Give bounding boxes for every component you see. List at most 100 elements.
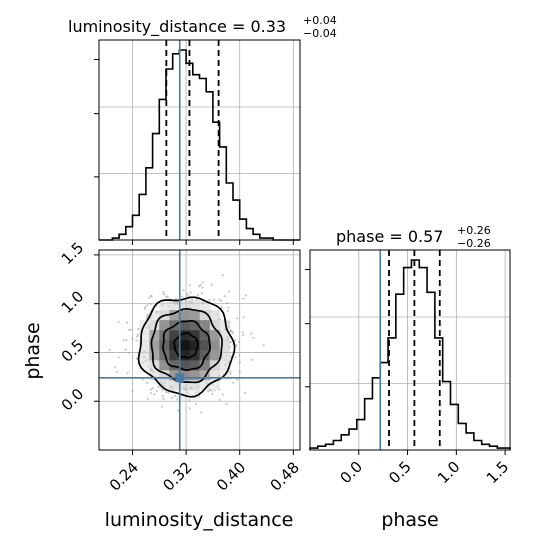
scatter-point [211,392,214,395]
scatter-point [233,339,236,342]
scatter-point [200,292,204,295]
density-cell [159,380,170,391]
scatter-point [162,291,165,294]
phase-title: phase = 0.57 [336,227,443,246]
density-cell [209,370,220,381]
scatter-point [177,409,180,412]
scatter-point [218,298,221,301]
scatter-point [189,291,192,294]
density-cell [219,330,230,341]
density-cell [199,360,210,371]
scatter-point [201,281,204,284]
scatter-point [227,306,230,309]
scatter-point [229,372,232,376]
density-cell [179,350,190,361]
xtick-label-0: 0.24 [106,458,142,494]
density-cell [149,340,160,351]
scatter-point [250,358,253,361]
density-cell [189,310,200,321]
scatter-point [135,339,138,342]
ytick-label-1: 0.5 [58,336,88,366]
density-cell [189,300,200,311]
density-cell [179,310,190,321]
panel-2d: 0.24 0.32 0.40 0.48 0.0 0.5 1.0 1.5 luminosity_… [22,239,303,531]
density-cell [209,320,220,331]
scatter-point [226,301,229,305]
scatter-point [196,293,199,297]
density-cell [179,380,190,391]
density-cell [219,340,230,351]
scatter-point [149,392,152,395]
density-cell [189,320,200,331]
density-cell [209,330,220,341]
density-cell [149,320,160,331]
density-cell [149,330,160,341]
scatter-point [162,293,165,296]
density-cell [139,350,150,361]
scatter-point [136,333,139,336]
scatter-point [220,299,223,302]
panel-phase-hist: phase = 0.57 +0.26 −0.26 0.0 0.5 1.0 1.5 ph… [305,224,512,531]
scatter-point [221,274,224,277]
density-cell [199,310,210,321]
scatter-point [167,392,170,395]
density-cell [139,340,150,351]
density-cell [199,340,210,351]
scatter-point [238,341,241,344]
scatter-point [146,304,149,307]
scatter-point [232,381,235,384]
xtick-label-3: 0.48 [267,458,303,494]
ytick-label-2: 1.0 [58,287,88,317]
density-cell [189,330,200,341]
scatter-point [124,348,127,351]
scatter-point [238,361,241,364]
scatter-point [220,306,223,309]
density-cell [219,350,230,361]
scatter-point [226,309,229,312]
density-cell [149,310,160,321]
phase-xtick-label-1: 0.5 [385,458,415,488]
lum-histogram [99,49,300,241]
lum-title-median: 0.33 [250,17,286,36]
scatter-point [188,284,192,287]
lum-title-upper: +0.04 [303,14,337,27]
scatter-point [108,348,111,351]
density-cell [179,320,190,331]
scatter-point [194,403,198,406]
scatter-point [200,411,203,414]
scatter-point [126,371,129,374]
scatter-point [122,339,125,342]
density-cell [219,360,230,371]
scatter-point [146,381,149,384]
density-cell [149,370,160,381]
scatter-point [117,356,120,359]
lum-title: luminosity_distance = 0.33 [68,17,286,37]
density-cell [139,330,150,341]
scatter-point [136,335,139,338]
scatter-point [210,283,213,286]
density-cell [199,370,210,381]
density-cell [169,310,180,321]
scatter-point [137,327,140,331]
density-cell [159,360,170,371]
density-cell [159,300,170,311]
y-axis-label: phase [22,322,44,379]
phase-title-lower: −0.26 [457,237,491,250]
density-cell [189,340,200,351]
density-cell [199,300,210,311]
scatter-point [141,378,144,381]
phase-title-upper: +0.26 [457,224,491,237]
scatter-point [225,403,228,406]
scatter-point [127,328,130,331]
phase-title-param: phase [336,227,384,246]
scatter-point [221,393,224,396]
scatter-point [229,329,232,332]
scatter-point [176,398,179,401]
density-cell [199,350,210,361]
density-cell [209,380,220,391]
scatter-point [153,393,156,396]
lum-title-lower: −0.04 [303,27,337,40]
scatter-point [125,339,128,342]
scatter-point [146,397,149,400]
